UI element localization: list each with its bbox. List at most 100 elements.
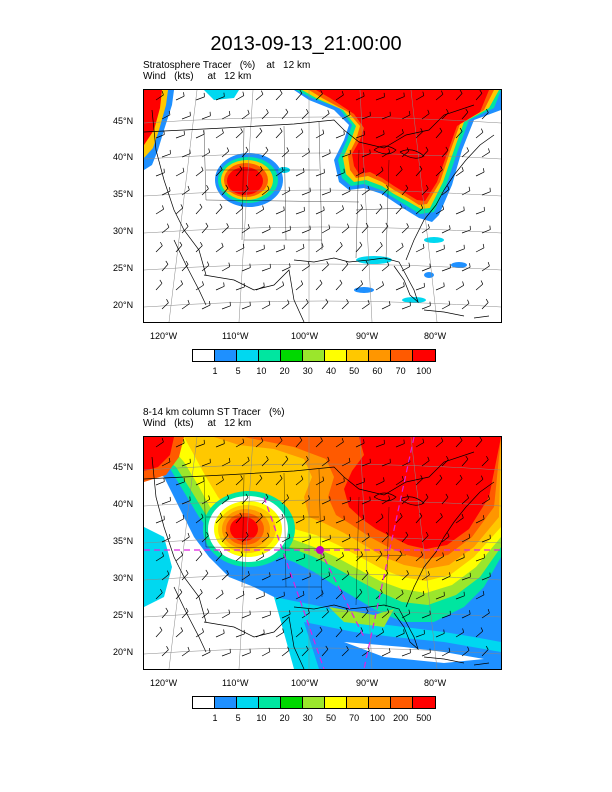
wind-barb-flag (169, 534, 171, 539)
wind-barb (355, 554, 363, 562)
wind-barb-flag (459, 127, 463, 132)
state-border (283, 472, 287, 588)
coastline (399, 496, 425, 506)
wind-barb-flag (463, 206, 465, 211)
wind-barb (181, 573, 189, 581)
wind-barb (201, 188, 209, 196)
coastline (203, 269, 305, 322)
wind-barb (395, 443, 405, 448)
wind-barb-flag (369, 496, 371, 501)
colorbar-label: 200 (393, 713, 409, 723)
wind-barb (161, 227, 170, 234)
coastline (405, 481, 495, 608)
wind-barb (255, 131, 263, 139)
wind-barb-flag (226, 147, 230, 152)
wind-barb-flag (480, 280, 484, 285)
wind-barb-flag (367, 299, 370, 304)
wind-barb-flag (300, 280, 304, 285)
wind-barb (241, 574, 250, 581)
wind-barb-flag (447, 185, 450, 190)
wind-barb-flag (183, 439, 185, 444)
wind-barb-flag (225, 531, 229, 536)
wind-barb-flag (467, 299, 470, 304)
wind-barb-flag (446, 455, 449, 460)
wind-barb-flag (420, 128, 423, 132)
wind-barb-flag (488, 148, 490, 153)
wind-barb (321, 460, 330, 467)
wind-barb (441, 614, 451, 619)
wind-barb-flag (239, 165, 243, 170)
wind-barb (275, 210, 285, 215)
coastline (151, 456, 207, 623)
wind-barb (281, 112, 289, 120)
wind-barb-flag (226, 494, 230, 499)
wind-barb (361, 115, 371, 120)
wind-barb-flag (306, 108, 309, 113)
wind-barb-flag (329, 149, 331, 154)
wind-barb (355, 171, 365, 177)
wind-barb (461, 497, 469, 505)
wind-barb-flag (483, 168, 485, 173)
wind-barb-flag (159, 626, 163, 631)
wind-barb-flag (223, 282, 225, 287)
wind-barb (481, 538, 491, 543)
wind-barb-flag (449, 225, 451, 230)
wind-barb (355, 481, 365, 486)
wind-barb-flag (307, 609, 310, 614)
wind-barb (341, 114, 351, 120)
wind-barb-flag (308, 495, 310, 500)
colorbar-swatch (347, 350, 369, 361)
wind-barb (155, 134, 165, 139)
wind-barb (281, 537, 291, 543)
meridian-line (168, 437, 198, 669)
wind-barb (301, 302, 309, 310)
wind-barb-flag (162, 205, 164, 210)
wind-barb (475, 594, 485, 600)
coastline (293, 257, 419, 304)
wind-barb-flag (319, 279, 323, 284)
wind-barb-flag (288, 533, 291, 538)
wind-barb-flag (180, 551, 184, 556)
wind-barb-flag (329, 496, 331, 501)
wind-barb (181, 153, 191, 158)
colorbar-swatch (281, 697, 303, 708)
colorbar-swatch (259, 697, 281, 708)
wind-barb-flag (223, 629, 225, 634)
wind-barb (215, 593, 224, 600)
panel1-wind-barbs (155, 90, 491, 310)
wind-barb (201, 152, 210, 158)
wind-barb (201, 611, 210, 619)
wind-barb-flag (367, 532, 370, 537)
wind-barb-flag (420, 551, 424, 556)
wind-barb-flag (442, 205, 445, 210)
wind-barb (155, 592, 163, 600)
wind-barb-flag (346, 299, 349, 303)
wind-barb (315, 93, 323, 101)
wind-barb-flag (323, 553, 325, 558)
wind-barb-flag (442, 552, 445, 557)
wind-barb-flag (285, 455, 289, 460)
wind-barb (415, 286, 425, 291)
wind-barb (461, 650, 470, 657)
wind-barb (355, 95, 365, 101)
panel2-lat-25: 25°N (113, 610, 134, 620)
wind-barb (221, 114, 231, 120)
wind-barb (201, 651, 211, 657)
wind-barb (341, 153, 351, 158)
wind-barb-flag (228, 609, 231, 614)
wind-barb-flag (300, 128, 304, 133)
wind-barb (241, 305, 251, 310)
colorbar-swatch (193, 350, 215, 361)
wind-barb-flag (302, 243, 305, 248)
panel1-graticule (144, 90, 501, 322)
wind-barb-flag (323, 206, 325, 211)
wind-barb-flag (307, 262, 310, 267)
meridian-line (168, 90, 198, 322)
wind-barb (455, 595, 465, 600)
wind-barb (441, 150, 449, 158)
wind-barb (415, 131, 423, 139)
colorbar-swatch (215, 350, 237, 361)
wind-barb (255, 478, 263, 486)
wind-barb (235, 207, 244, 215)
state-border (355, 496, 360, 606)
